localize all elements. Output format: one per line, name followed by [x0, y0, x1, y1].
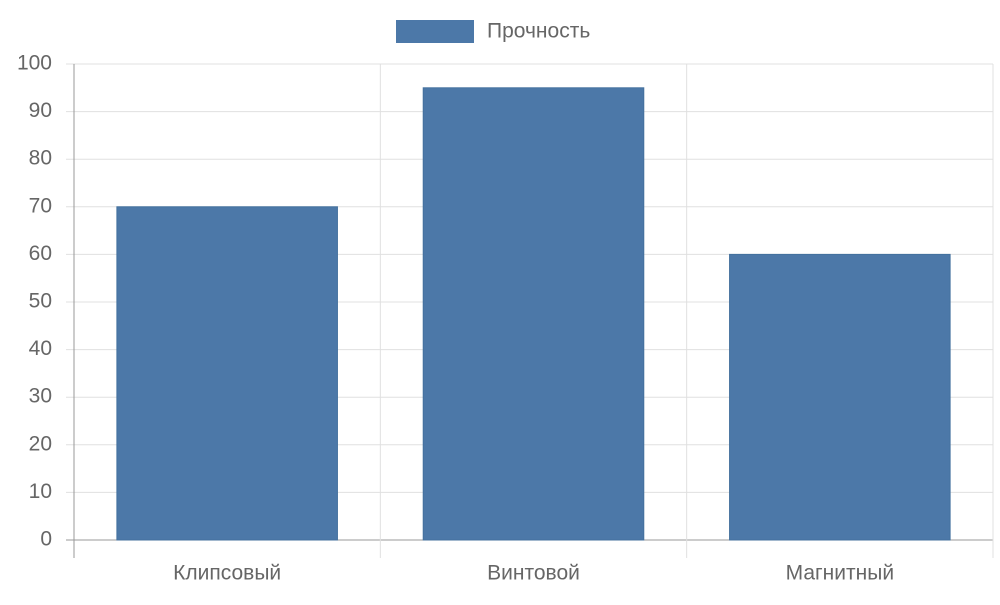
y-tick-label: 50	[29, 290, 52, 313]
y-tick-label: 30	[29, 385, 52, 408]
y-tick-label: 40	[29, 337, 52, 360]
y-tick-label: 60	[29, 242, 52, 265]
y-tick-label: 20	[29, 432, 52, 455]
bar	[729, 253, 951, 541]
y-tick-label: 100	[17, 52, 52, 75]
x-tick-label: Магнитный	[786, 562, 894, 585]
x-tick-label: Клипсовый	[173, 562, 281, 585]
bar	[422, 87, 645, 541]
legend-swatch	[396, 20, 474, 43]
y-tick-label: 90	[29, 99, 52, 122]
legend-label: Прочность	[487, 20, 590, 43]
bar	[116, 206, 338, 541]
y-tick-label: 10	[29, 480, 52, 503]
y-tick-label: 70	[29, 194, 52, 217]
y-tick-label: 0	[40, 528, 52, 551]
y-tick-label: 80	[29, 147, 52, 170]
x-tick-label: Винтовой	[487, 562, 580, 585]
